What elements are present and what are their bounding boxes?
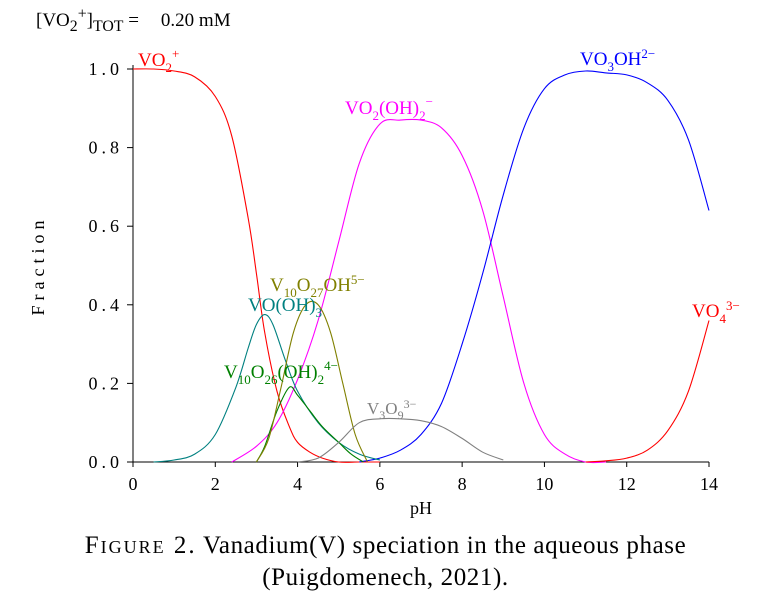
x-axis-label: pH xyxy=(410,498,432,518)
series-line-0 xyxy=(132,68,380,463)
x-tick-label: 8 xyxy=(458,474,467,494)
label-vo2oh2-minus: VO2(OH)2− xyxy=(345,94,433,123)
x-tick-label: 10 xyxy=(535,474,553,494)
series-line-3 xyxy=(585,320,710,463)
label-vooh3: VO(OH)3 xyxy=(248,295,322,320)
y-tick-label: 1.0 xyxy=(89,59,124,79)
caption-text-1: Vanadium(V) speciation in the aqueous ph… xyxy=(203,532,687,559)
series-line-2 xyxy=(359,70,710,463)
label-v10o26oh2-4minus: V10O26(OH)24− xyxy=(224,358,338,387)
series-line-7 xyxy=(297,417,504,463)
y-tick-label: 0.8 xyxy=(89,138,124,158)
total-concentration-label: [VO2+]TOT = 0.20 mM xyxy=(36,6,231,36)
x-tick-label: 12 xyxy=(618,474,636,494)
y-tick-label: 0.0 xyxy=(89,452,124,472)
figure-caption: Figure 2. Vanadium(V) speciation in the … xyxy=(0,530,771,594)
caption-figure-label: Figure 2. xyxy=(84,532,197,559)
series-line-6 xyxy=(255,300,369,463)
x-tick-label: 0 xyxy=(129,474,138,494)
y-axis-label: Fraction xyxy=(28,216,48,316)
label-vo3oh2-minus: VO3OH2− xyxy=(580,46,655,74)
plot-axes: 0 2 4 6 8 10 12 14 0.0 0.2 0.4 0.6 0.8 1.0 pH Fraction xyxy=(28,59,718,518)
total-concentration-value: 0.20 mM xyxy=(160,10,231,32)
caption-line-2: (Puigdomenech, 2021). xyxy=(262,564,509,591)
species-labels: VO2+ VO2(OH)2− VO3OH2− VO43− VO(OH)3 V10… xyxy=(138,46,740,422)
y-tick-label: 0.2 xyxy=(89,373,124,393)
y-tick-label: 0.6 xyxy=(89,216,124,236)
plot-curves xyxy=(132,68,710,464)
x-tick-label: 6 xyxy=(375,474,384,494)
label-vo4-3minus: VO43− xyxy=(692,298,740,326)
x-tick-label: 4 xyxy=(293,474,302,494)
caption-line-1: Figure 2. Vanadium(V) speciation in the … xyxy=(0,530,771,562)
y-tick-label: 0.4 xyxy=(89,295,124,315)
speciation-chart: 0 2 4 6 8 10 12 140.00.20.40.60.81.0pHFraction … xyxy=(28,46,740,518)
x-tick-label: 14 xyxy=(700,474,718,494)
total-concentration-formula: [VO2+]TOT = xyxy=(36,6,139,36)
series-line-5 xyxy=(255,386,364,463)
label-v10o27oh-5minus: V10O27OH5− xyxy=(270,272,365,300)
series-line-1 xyxy=(231,118,607,464)
x-tick-label: 2 xyxy=(211,474,220,494)
